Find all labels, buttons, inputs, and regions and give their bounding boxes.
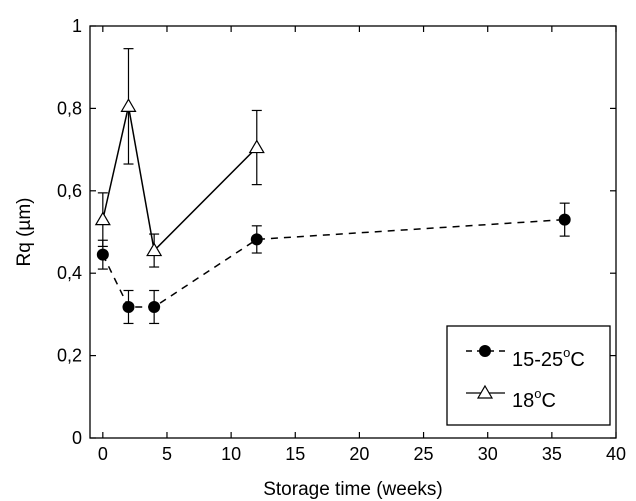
x-tick-label-10: 10 <box>221 444 241 464</box>
data-point-0-4 <box>558 213 571 226</box>
legend-label-18: 18oC <box>512 386 556 412</box>
series-layer <box>94 48 571 325</box>
series-0 <box>96 202 571 325</box>
data-point-1-3 <box>248 139 265 154</box>
plot-area <box>89 25 617 439</box>
ticks: 0 5 10 15 20 25 30 35 40 0 0,2 0,4 0,6 0,8 1 <box>57 16 626 464</box>
data-point-1-0 <box>94 211 111 226</box>
series-line-1 <box>102 106 258 253</box>
legend-marker-18 <box>476 384 494 399</box>
y-tick-label-5: 1 <box>72 16 82 36</box>
y-tick-label-4: 0,8 <box>57 98 82 118</box>
data-point-0-0 <box>96 248 109 261</box>
series-1 <box>94 48 265 268</box>
x-tick-label-35: 35 <box>542 444 562 464</box>
y-axis-label: Rq (µm) <box>14 198 35 267</box>
x-tick-label-25: 25 <box>414 444 434 464</box>
data-point-0-3 <box>250 233 263 246</box>
data-point-1-2 <box>146 242 163 257</box>
x-tick-label-40: 40 <box>606 444 626 464</box>
y-tick-label-0: 0 <box>72 428 82 448</box>
data-point-0-2 <box>148 300 161 313</box>
legend: 15-25oC 18oC <box>446 325 611 426</box>
y-tick-label-1: 0,2 <box>57 346 82 366</box>
x-axis-label: Storage time (weeks) <box>263 479 443 500</box>
y-tick-label-2: 0,4 <box>57 263 82 283</box>
data-point-1-1 <box>120 98 137 112</box>
legend-box <box>446 325 611 426</box>
y-tick-label-3: 0,6 <box>57 181 82 201</box>
x-tick-label-30: 30 <box>478 444 498 464</box>
legend-label-15-25: 15-25oC <box>512 345 585 371</box>
x-tick-label-15: 15 <box>285 444 305 464</box>
x-tick-label-5: 5 <box>162 444 172 464</box>
x-tick-label-0: 0 <box>98 444 108 464</box>
legend-marker-15-25 <box>479 345 491 357</box>
data-point-0-1 <box>122 300 135 313</box>
x-tick-label-20: 20 <box>349 444 369 464</box>
